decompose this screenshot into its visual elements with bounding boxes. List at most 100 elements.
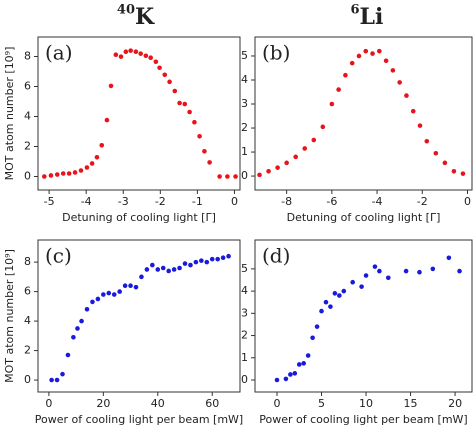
data-point bbox=[111, 292, 117, 297]
data-point bbox=[54, 377, 60, 383]
x-tick-label: 15 bbox=[404, 397, 418, 410]
x-tick-label: 10 bbox=[359, 397, 373, 410]
x-tick-label: 60 bbox=[205, 397, 219, 410]
data-point bbox=[94, 155, 100, 160]
data-point bbox=[217, 174, 222, 179]
data-point bbox=[139, 274, 144, 280]
y-axis-label: MOT atom number [10⁹] bbox=[3, 47, 16, 181]
data-point bbox=[356, 53, 362, 59]
axes-frame bbox=[254, 239, 473, 393]
data-point bbox=[167, 79, 172, 85]
y-tick-label: 3 bbox=[241, 306, 248, 319]
x-axis-label: Power of cooling light per beam [mW] bbox=[35, 413, 243, 426]
x-tick-label: -2 bbox=[155, 195, 166, 208]
data-point bbox=[207, 160, 212, 165]
x-tick-label: 5 bbox=[318, 397, 325, 410]
data-point bbox=[193, 259, 199, 265]
x-tick-label: -6 bbox=[326, 195, 337, 208]
data-point bbox=[60, 371, 65, 377]
data-point bbox=[220, 255, 226, 260]
y-tick-label: 2 bbox=[241, 121, 248, 134]
panel-label: (c) bbox=[45, 244, 72, 268]
data-point bbox=[49, 377, 54, 383]
data-point bbox=[172, 88, 178, 94]
panel-label: (d) bbox=[262, 244, 290, 268]
data-point bbox=[202, 149, 207, 154]
x-tick-label: 0 bbox=[464, 195, 471, 208]
y-tick-label: 6 bbox=[24, 80, 31, 93]
data-point bbox=[150, 262, 155, 268]
data-point bbox=[157, 65, 162, 71]
data-point bbox=[42, 174, 47, 179]
data-point bbox=[328, 304, 333, 309]
data-point bbox=[442, 160, 448, 166]
data-point bbox=[311, 137, 317, 143]
data-point bbox=[305, 353, 311, 358]
data-point bbox=[171, 267, 177, 272]
data-point bbox=[187, 109, 192, 115]
data-point bbox=[95, 296, 101, 302]
x-tick-label: -1 bbox=[192, 195, 203, 208]
data-point bbox=[99, 143, 105, 148]
y-tick-label: 1 bbox=[241, 351, 248, 364]
data-point bbox=[106, 290, 112, 296]
data-point bbox=[460, 171, 466, 176]
data-point bbox=[284, 160, 289, 166]
data-point bbox=[144, 267, 150, 272]
data-point bbox=[319, 308, 324, 314]
chart-title: K bbox=[135, 4, 155, 30]
axes-frame bbox=[37, 36, 241, 191]
x-axis-label: Power of cooling light per beam [mW] bbox=[259, 413, 467, 426]
data-point bbox=[60, 171, 66, 176]
data-point bbox=[320, 124, 326, 130]
x-tick-label: -5 bbox=[44, 195, 55, 208]
data-point bbox=[48, 173, 54, 178]
y-tick-label: 1 bbox=[241, 145, 248, 158]
data-point bbox=[104, 117, 110, 123]
data-point bbox=[266, 168, 271, 174]
data-point bbox=[283, 376, 289, 382]
data-point bbox=[350, 279, 355, 285]
y-tick-label: 0 bbox=[241, 169, 248, 182]
data-point bbox=[343, 72, 348, 78]
x-axis-label: Detuning of cooling light [Γ] bbox=[62, 211, 216, 224]
data-point bbox=[215, 256, 220, 262]
data-point bbox=[323, 299, 329, 305]
y-tick-label: 4 bbox=[24, 314, 31, 327]
x-tick-label: 20 bbox=[448, 397, 462, 410]
data-point bbox=[296, 362, 302, 367]
data-point bbox=[332, 291, 338, 296]
data-point bbox=[192, 119, 197, 125]
y-tick-label: 8 bbox=[24, 255, 31, 268]
data-point bbox=[117, 289, 122, 294]
data-point bbox=[166, 268, 171, 274]
data-point bbox=[372, 264, 378, 269]
data-point bbox=[383, 58, 389, 64]
x-tick-label: 40 bbox=[151, 397, 165, 410]
data-point bbox=[84, 165, 90, 170]
data-point bbox=[54, 172, 60, 177]
data-point bbox=[133, 49, 139, 54]
data-point bbox=[424, 138, 430, 144]
axes-frame bbox=[37, 239, 241, 393]
data-point bbox=[226, 253, 231, 259]
data-point bbox=[65, 352, 71, 358]
data-point bbox=[336, 87, 341, 92]
y-tick-label: 0 bbox=[24, 373, 31, 386]
data-point bbox=[182, 101, 188, 107]
data-point bbox=[288, 372, 293, 377]
data-point bbox=[349, 60, 355, 66]
y-tick-label: 6 bbox=[24, 285, 31, 298]
y-tick-label: 0 bbox=[24, 170, 31, 183]
axes-frame bbox=[254, 36, 473, 191]
data-point bbox=[128, 283, 133, 289]
y-tick-label: 4 bbox=[241, 73, 248, 86]
data-point bbox=[122, 283, 128, 289]
x-tick-label: -4 bbox=[372, 195, 383, 208]
data-point bbox=[188, 262, 193, 268]
y-tick-label: 4 bbox=[241, 284, 248, 297]
data-point bbox=[84, 306, 90, 312]
data-point bbox=[377, 268, 382, 274]
data-point bbox=[148, 55, 153, 60]
